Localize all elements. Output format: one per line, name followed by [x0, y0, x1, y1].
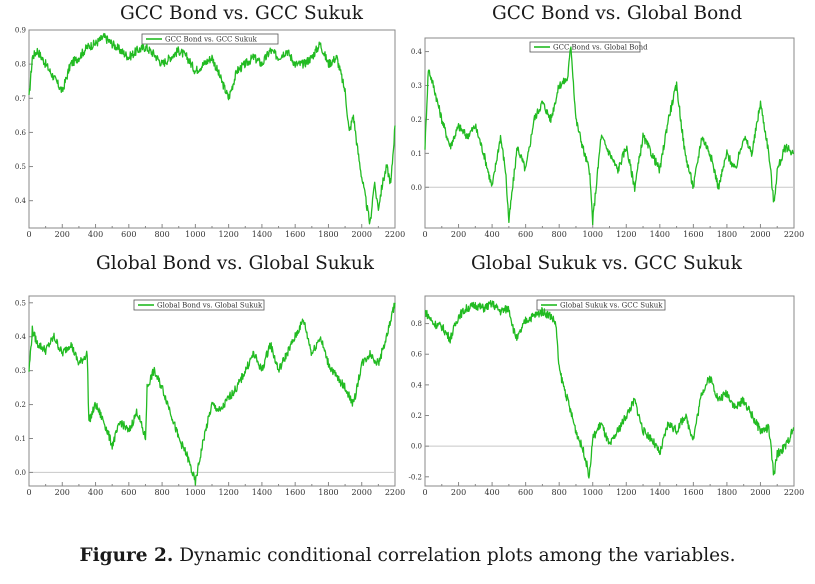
- y-tick-label: 0.0: [411, 184, 422, 192]
- x-tick-label: 1800: [717, 230, 737, 239]
- x-tick-label: 2200: [784, 230, 804, 239]
- x-tick-label: 800: [154, 488, 169, 497]
- y-tick-label: 0.4: [15, 197, 27, 205]
- legend-box: [536, 299, 666, 311]
- series-line: [28, 32, 396, 225]
- y-tick-label: 0.7: [15, 95, 26, 103]
- legend-label: Global Sukuk vs. GCC Sukuk: [560, 302, 663, 310]
- x-tick-label: 1800: [717, 488, 737, 497]
- y-tick-label: 0.4: [15, 333, 27, 341]
- plot-frame: [28, 29, 396, 229]
- x-tick-label: 1600: [285, 230, 305, 239]
- x-tick-label: 400: [88, 230, 103, 239]
- legend-label: GCC Bond vs. Global Bond: [553, 44, 648, 52]
- x-tick-label: 2000: [750, 230, 770, 239]
- plot-frame: [424, 37, 795, 229]
- x-tick-label: 800: [552, 230, 567, 239]
- legend-box: [529, 41, 641, 53]
- y-tick-label: 0.6: [15, 129, 27, 137]
- series-line: [424, 46, 795, 226]
- x-tick-label: 1400: [650, 230, 670, 239]
- figure-caption: Figure 2. Dynamic conditional correlatio…: [0, 545, 815, 566]
- x-tick-label: 1400: [252, 230, 272, 239]
- x-tick-label: 2000: [352, 230, 372, 239]
- x-tick-label: 1000: [583, 488, 603, 497]
- plot-frame: [28, 295, 396, 487]
- y-tick-label: 0.5: [15, 163, 26, 171]
- y-tick-label: 0.4: [411, 48, 423, 56]
- x-tick-label: 200: [55, 230, 70, 239]
- legend-box: [133, 299, 265, 311]
- y-tick-label: 0.2: [411, 412, 422, 420]
- legend-box: [141, 33, 279, 45]
- y-tick-label: 0.8: [411, 320, 422, 328]
- x-tick-label: 600: [121, 488, 136, 497]
- x-tick-label: 1800: [318, 488, 338, 497]
- x-tick-label: 600: [121, 230, 136, 239]
- chart-title-gcc-bond-vs-global-bond: GCC Bond vs. Global Bond: [492, 3, 743, 24]
- plot-frame: [424, 295, 795, 487]
- x-tick-label: 800: [154, 230, 169, 239]
- y-tick-label: 0.3: [15, 367, 26, 375]
- y-tick-label: 0.9: [15, 27, 26, 35]
- y-tick-label: 0.3: [411, 82, 422, 90]
- x-tick-label: 0: [26, 230, 31, 239]
- x-tick-label: 1400: [650, 488, 670, 497]
- x-tick-label: 200: [55, 488, 70, 497]
- x-tick-label: 600: [518, 230, 533, 239]
- x-tick-label: 2200: [385, 230, 405, 239]
- y-tick-label: 0.8: [15, 61, 26, 69]
- x-tick-label: 1200: [218, 488, 238, 497]
- chart-title-global-bond-vs-global-sukuk: Global Bond vs. Global Sukuk: [96, 253, 375, 274]
- chart-title-gcc-bond-vs-gcc-sukuk: GCC Bond vs. GCC Sukuk: [120, 3, 363, 24]
- x-tick-label: 2200: [784, 488, 804, 497]
- x-tick-label: 1000: [583, 230, 603, 239]
- y-tick-label: 0.0: [15, 469, 26, 477]
- x-tick-label: 400: [484, 230, 499, 239]
- chart-title-global-sukuk-vs-gcc-sukuk: Global Sukuk vs. GCC Sukuk: [471, 253, 742, 274]
- x-tick-label: 0: [422, 230, 427, 239]
- x-tick-label: 400: [484, 488, 499, 497]
- x-tick-label: 2000: [750, 488, 770, 497]
- y-tick-label: 0.5: [15, 299, 26, 307]
- x-tick-label: 1200: [616, 230, 636, 239]
- x-tick-label: 1200: [218, 230, 238, 239]
- x-tick-label: 1600: [285, 488, 305, 497]
- x-tick-label: 200: [451, 488, 466, 497]
- x-tick-label: 1400: [252, 488, 272, 497]
- series-line: [28, 302, 396, 486]
- y-tick-label: 0.0: [411, 443, 422, 451]
- legend-label: Global Bond vs. Global Sukuk: [157, 302, 263, 310]
- x-tick-label: 1200: [616, 488, 636, 497]
- y-tick-label: 0.2: [411, 116, 422, 124]
- y-tick-label: 0.1: [15, 435, 26, 443]
- x-tick-label: 0: [422, 488, 427, 497]
- x-tick-label: 1600: [683, 230, 703, 239]
- x-tick-label: 600: [518, 488, 533, 497]
- x-tick-label: 1000: [185, 230, 205, 239]
- x-tick-label: 400: [88, 488, 103, 497]
- x-tick-label: 1600: [683, 488, 703, 497]
- x-tick-label: 200: [451, 230, 466, 239]
- x-tick-label: 1800: [318, 230, 338, 239]
- figure-label: Figure 2.: [79, 545, 174, 566]
- figure-caption-text: Dynamic conditional correlation plots am…: [179, 545, 736, 566]
- x-tick-label: 1000: [185, 488, 205, 497]
- x-tick-label: 0: [26, 488, 31, 497]
- legend-label: GCC Bond vs. GCC Sukuk: [165, 36, 258, 44]
- y-tick-label: 0.4: [411, 381, 423, 389]
- y-tick-label: 0.1: [411, 150, 422, 158]
- x-tick-label: 2200: [385, 488, 405, 497]
- y-tick-label: 0.6: [411, 351, 423, 359]
- y-tick-label: 0.2: [15, 401, 26, 409]
- y-tick-label: -0.2: [409, 473, 423, 481]
- series-line: [424, 299, 795, 479]
- x-tick-label: 800: [552, 488, 567, 497]
- x-tick-label: 2000: [352, 488, 372, 497]
